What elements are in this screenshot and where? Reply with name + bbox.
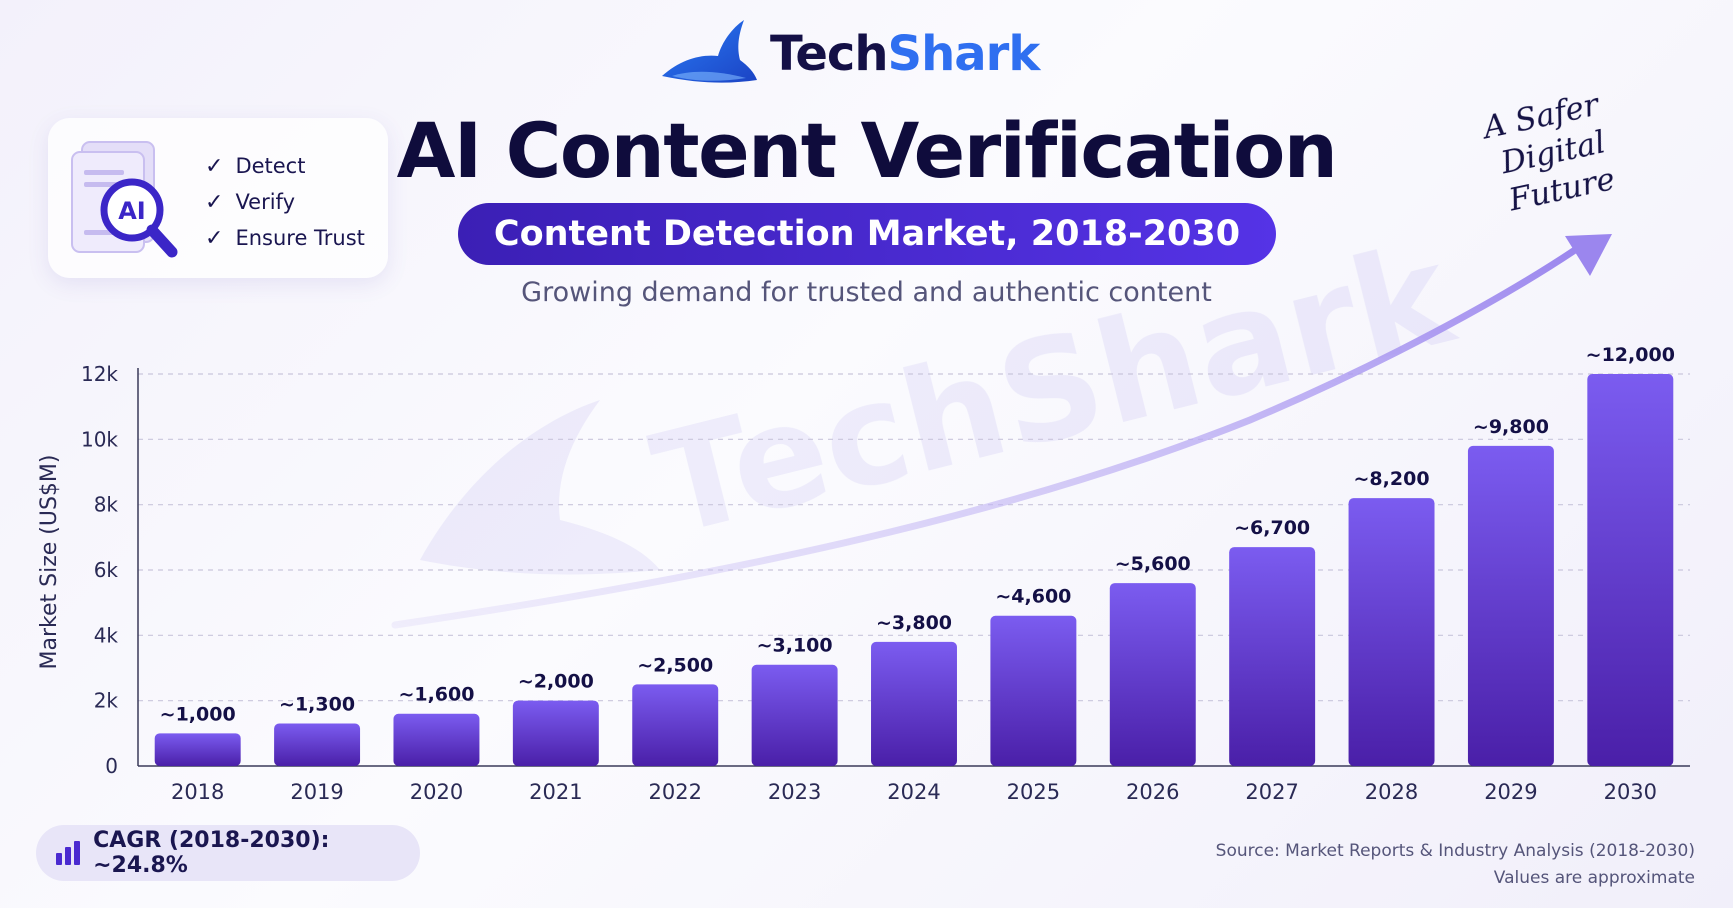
source-note: Source: Market Reports & Industry Analys… (1215, 841, 1695, 888)
y-tick-labels: 0 2k 4k 6k 8k 10k 12k (81, 362, 118, 778)
bar-chart-icon (56, 841, 80, 865)
tagline: Growing demand for trusted and authentic… (521, 277, 1212, 308)
y-tick-label: 2k (94, 689, 119, 713)
data-label: ~8,200 (1354, 468, 1430, 490)
x-tick-label: 2018 (171, 780, 224, 804)
cagr-badge: CAGR (2018-2030): ~24.8% (36, 825, 420, 881)
y-tick-label: 8k (94, 493, 119, 517)
bar (1348, 498, 1435, 766)
bar (393, 713, 480, 766)
growth-arrow (391, 234, 1612, 629)
x-tick-label: 2022 (649, 780, 702, 804)
data-label: ~12,000 (1586, 344, 1675, 366)
feature-item: ✓ Detect (205, 153, 306, 179)
data-label: ~9,800 (1473, 416, 1549, 438)
y-tick-label: 12k (81, 362, 118, 386)
x-tick-label: 2019 (290, 780, 343, 804)
x-tick-label: 2028 (1365, 780, 1418, 804)
data-label: ~1,300 (279, 694, 355, 716)
bar (274, 723, 361, 766)
bar (990, 615, 1077, 766)
data-label: ~2,500 (637, 654, 713, 676)
subtitle-pill: Content Detection Market, 2018-2030 (458, 203, 1276, 265)
data-label: ~6,700 (1234, 517, 1310, 539)
brand-logo: TechShark (660, 18, 1040, 90)
y-tick-label: 0 (105, 754, 118, 778)
data-label: ~2,000 (518, 671, 594, 693)
x-tick-label: 2027 (1245, 780, 1298, 804)
x-tick-label: 2023 (768, 780, 821, 804)
ai-document-magnifier-icon: AI (71, 141, 178, 258)
bar (632, 684, 719, 766)
x-tick-labels: 2018 2019 2020 2021 2022 2023 2024 2025 2026 2027… (171, 780, 1657, 804)
bar (1229, 547, 1316, 766)
brand-name: TechShark (770, 26, 1040, 82)
bar (512, 700, 599, 766)
bar (1467, 445, 1554, 766)
x-tick-label: 2026 (1126, 780, 1179, 804)
data-label: ~1,600 (398, 684, 474, 706)
bar (154, 733, 241, 766)
ai-badge-text: AI (118, 197, 146, 225)
feature-card: AI (48, 118, 388, 278)
check-icon: ✓ (205, 189, 224, 215)
x-tick-label: 2020 (410, 780, 463, 804)
y-axis-label: Market Size (US$M) (37, 455, 62, 670)
feature-list: ✓ Detect ✓ Verify ✓ Ensure Trust (205, 148, 365, 256)
data-label: ~4,600 (995, 586, 1071, 608)
check-icon: ✓ (205, 225, 224, 251)
bar (751, 664, 838, 766)
x-tick-label: 2025 (1007, 780, 1060, 804)
data-labels: ~1,000 ~1,300 ~1,600 ~2,000 ~2,500 ~3,100 ~3,8… (160, 344, 1675, 725)
data-label: ~3,800 (876, 612, 952, 634)
main-title: AI Content Verification (396, 106, 1338, 195)
bar (1587, 374, 1674, 766)
x-tick-label: 2030 (1604, 780, 1657, 804)
watermark-text: TechShark (639, 213, 1469, 568)
shark-logo-icon (662, 20, 757, 83)
bars (154, 374, 1674, 766)
data-label: ~5,600 (1115, 553, 1191, 575)
bar (1109, 583, 1196, 766)
feature-item: ✓ Ensure Trust (205, 225, 365, 251)
bar (871, 641, 957, 766)
data-label: ~3,100 (757, 635, 833, 657)
watermark-shark-icon (420, 400, 660, 575)
feature-item: ✓ Verify (205, 189, 296, 215)
x-tick-label: 2021 (529, 780, 582, 804)
data-label: ~1,000 (160, 703, 236, 725)
y-tick-label: 4k (94, 623, 119, 647)
arrow-head-icon (1565, 234, 1612, 276)
check-icon: ✓ (205, 153, 224, 179)
y-tick-label: 6k (94, 558, 119, 582)
y-tick-label: 10k (81, 427, 118, 451)
x-tick-label: 2029 (1484, 780, 1537, 804)
x-tick-label: 2024 (887, 780, 940, 804)
